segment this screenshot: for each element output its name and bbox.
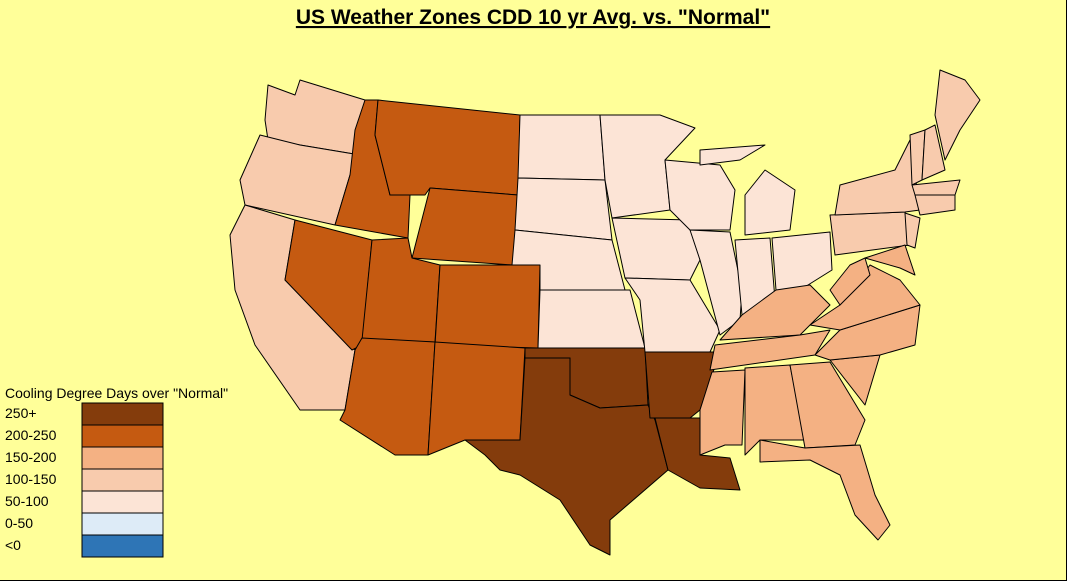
legend-swatch [81, 446, 164, 470]
state [771, 231, 833, 291]
state [517, 114, 606, 181]
legend-swatch [81, 424, 164, 448]
state [829, 257, 871, 306]
legend-label: 0-50 [5, 515, 33, 531]
legend-label: 50-100 [5, 493, 49, 509]
state [434, 264, 541, 349]
legend-label: 150-200 [5, 449, 57, 465]
legend-swatch [81, 512, 164, 536]
state [934, 69, 981, 161]
state [664, 159, 736, 231]
state [904, 212, 921, 249]
legend-label: <0 [5, 537, 21, 553]
state [719, 284, 831, 341]
legend-label: 250+ [5, 405, 37, 421]
state [644, 351, 721, 419]
states [229, 69, 981, 556]
state [921, 124, 946, 181]
legend-swatch [81, 490, 164, 514]
legend-label: 200-250 [5, 427, 57, 443]
state [911, 179, 961, 196]
state [427, 341, 526, 456]
state [537, 289, 646, 349]
state [339, 337, 436, 456]
state [789, 361, 866, 449]
legend: 250+ 200-250 150-200 100-150 50-100 0-50 <0 [5, 402, 164, 558]
state [699, 144, 766, 166]
state [411, 187, 519, 266]
state [464, 357, 669, 556]
state [759, 439, 891, 541]
state [834, 139, 921, 216]
state [514, 177, 613, 241]
state [374, 99, 521, 196]
legend-swatch [81, 402, 164, 426]
state [914, 194, 956, 216]
state [744, 169, 796, 236]
legend-label: 100-150 [5, 471, 57, 487]
legend-title: Cooling Degree Days over "Normal" [5, 385, 228, 401]
state [744, 364, 806, 456]
title: US Weather Zones CDD 10 yr Avg. vs. "Nor… [296, 6, 770, 29]
legend-swatch [81, 468, 164, 492]
legend-swatch [81, 534, 164, 558]
state [864, 244, 916, 276]
state [709, 329, 831, 371]
state [611, 217, 701, 281]
